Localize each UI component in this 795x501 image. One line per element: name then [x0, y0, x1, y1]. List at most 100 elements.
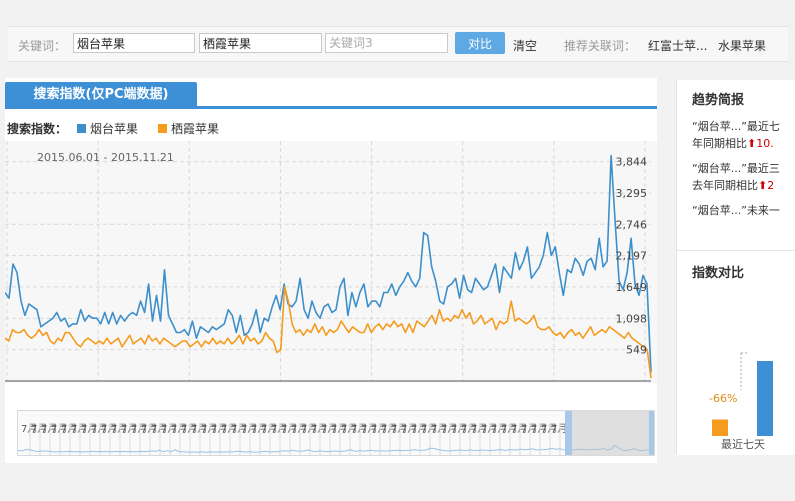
legend-swatch-series1	[77, 124, 87, 133]
keyword-input-1[interactable]	[73, 33, 195, 53]
navigator-month-label: 7月	[311, 423, 327, 435]
navigator-month-label: 7月	[551, 423, 567, 435]
compare-caption: 最近七天	[721, 438, 765, 451]
tab-search-index[interactable]: 搜索指数(仅PC端数据)	[5, 82, 197, 108]
legend-item-series1[interactable]: 烟台苹果	[90, 122, 139, 136]
navigator-month-label: 7月	[481, 423, 497, 435]
y-tick-label: 2,746	[616, 218, 648, 231]
navigator-month-label: 7月	[401, 423, 417, 435]
y-tick-label: 3,844	[616, 156, 648, 169]
navigator-month-label: 7月	[421, 423, 437, 435]
navigator-month-label: 7月	[411, 423, 427, 435]
navigator-month-label: 7月	[371, 423, 387, 435]
navigator-month-label: 7月	[161, 423, 177, 435]
navigator-month-label: 7月	[221, 423, 237, 435]
keyword-input-3[interactable]	[325, 33, 448, 53]
navigator-month-label: 7月	[451, 423, 467, 435]
navigator-month-label: 7月	[51, 423, 67, 435]
navigator-month-label: 7月	[461, 423, 477, 435]
navigator-month-label: 7月	[261, 423, 277, 435]
navigator-month-label: 7月	[341, 423, 357, 435]
side-panel: 趋势简报 “烟台苹...”最近七 年同期相比⬆10. “烟台苹...”最近三 去…	[676, 80, 795, 455]
navigator-month-label: 7月	[181, 423, 197, 435]
trend-item-2-value: 2	[767, 179, 775, 192]
navigator-month-label: 7月	[131, 423, 147, 435]
compare-bar-series2	[712, 419, 728, 436]
tab-underline	[5, 106, 657, 109]
side-divider	[677, 250, 795, 251]
trend-item-2-line2: 去年同期相比	[692, 179, 758, 192]
keyword-input-2[interactable]	[199, 33, 322, 53]
y-tick-label: 1,098	[616, 312, 648, 325]
navigator-preview-line	[18, 444, 654, 455]
navigator-month-label: 7月	[81, 423, 97, 435]
series-line-2[interactable]	[4, 286, 652, 379]
navigator-month-label: 7月	[391, 423, 407, 435]
y-tick-label: 2,197	[616, 250, 648, 263]
navigator-month-label: 7月	[41, 423, 57, 435]
compare-bar-series1	[757, 361, 773, 436]
navigator-month-label: 7月	[501, 423, 517, 435]
navigator-month-label: 7月	[71, 423, 87, 435]
clear-button[interactable]: 清空	[513, 39, 538, 53]
navigator-month-label: 7月	[141, 423, 157, 435]
legend-swatch-series2	[158, 124, 168, 133]
y-tick-label: 549	[626, 344, 647, 357]
navigator-month-label: 7月	[271, 423, 287, 435]
series-line-1[interactable]	[4, 154, 652, 373]
index-compare-title: 指数对比	[692, 266, 745, 281]
navigator-month-label: 7月	[471, 423, 487, 435]
trend-item-1-line1: “烟台苹...”最近七	[692, 120, 780, 133]
navigator-month-label: 7月	[251, 423, 267, 435]
navigator-month-label: 7月	[491, 423, 507, 435]
navigator-month-label: 7月	[171, 423, 187, 435]
navigator-month-label: 7月	[281, 423, 297, 435]
navigator-month-label: 7月	[431, 423, 447, 435]
navigator-month-label: 7月	[441, 423, 457, 435]
navigator-month-label: 7月	[381, 423, 397, 435]
up-arrow-icon: ⬆	[758, 179, 768, 192]
navigator-month-label: 7月	[201, 423, 217, 435]
legend-item-series2[interactable]: 栖霞苹果	[171, 122, 220, 136]
navigator-month-label: 7月	[511, 423, 527, 435]
navigator-month-label: 7月	[241, 423, 257, 435]
chart-grid	[5, 141, 651, 382]
navigator-month-label: 7月	[31, 423, 47, 435]
keyword-label: 关键词：	[18, 39, 67, 53]
navigator-month-label: 7月	[521, 423, 537, 435]
line-chart[interactable]: 2015.06.01 - 2015.11.21 549 1,098 1,649 2,1…	[4, 141, 657, 399]
search-bar: 关键词： 对比 清空 推荐关联词： 红富士苹... 水果苹果	[8, 26, 788, 62]
navigator-selection[interactable]	[571, 411, 654, 455]
y-axis-ticks: 549 1,098 1,649 2,197 2,746 3,295 3,844	[616, 156, 648, 357]
trend-item-1-value: 10.	[756, 137, 774, 150]
navigator-month-label: 7月	[301, 423, 317, 435]
trend-item-2[interactable]: “烟台苹...”最近三 去年同期相比⬆2	[692, 160, 795, 194]
index-compare-chart: -66% 最近七天	[709, 352, 773, 451]
navigator-month-label: 7月	[191, 423, 207, 435]
navigator-month-label: 7月	[111, 423, 127, 435]
search-index-panel: 搜索指数(仅PC端数据) 搜索指数： 烟台苹果 栖霞苹果 2015.06.01 - …	[4, 78, 657, 463]
navigator-handle-left[interactable]	[565, 411, 572, 455]
navigator-month-label: 7月	[101, 423, 117, 435]
navigator-month-label: 7月	[531, 423, 547, 435]
trend-item-1[interactable]: “烟台苹...”最近七 年同期相比⬆10.	[692, 118, 795, 152]
recommend-label: 推荐关联词：	[564, 39, 637, 53]
trend-item-3[interactable]: “烟台苹...”未来一	[692, 202, 795, 219]
navigator-svg: 7月7月7月7月7月7月7月7月7月7月7月7月7月7月7月7月7月7月7月7月…	[18, 411, 654, 455]
navigator-month-label: 7月	[331, 423, 347, 435]
navigator-month-label: 7月	[291, 423, 307, 435]
recommend-item-2[interactable]: 水果苹果	[718, 39, 767, 53]
line-chart-svg: 2015.06.01 - 2015.11.21 549 1,098 1,649 2,1…	[4, 141, 655, 399]
navigator-month-label: 7月	[541, 423, 557, 435]
time-range-navigator[interactable]: 7月 7月 7月 7月 7月 7月 7月 7月 7月 7月 7月 7月 7月 7月 7月 7月 7月 7月 7月 7月…	[17, 410, 655, 456]
navigator-month-label: 7月	[61, 423, 77, 435]
legend-label: 搜索指数：	[7, 122, 68, 136]
navigator-handle-right[interactable]	[649, 411, 654, 455]
compare-button[interactable]: 对比	[455, 32, 505, 54]
trend-item-1-line2: 年同期相比	[692, 137, 747, 150]
trend-brief-title: 趋势简报	[692, 93, 745, 108]
navigator-month-label: 7月	[351, 423, 367, 435]
navigator-month-label: 7月	[361, 423, 377, 435]
recommend-item-1[interactable]: 红富士苹...	[648, 39, 708, 53]
chart-legend: 搜索指数： 烟台苹果 栖霞苹果	[7, 120, 219, 137]
